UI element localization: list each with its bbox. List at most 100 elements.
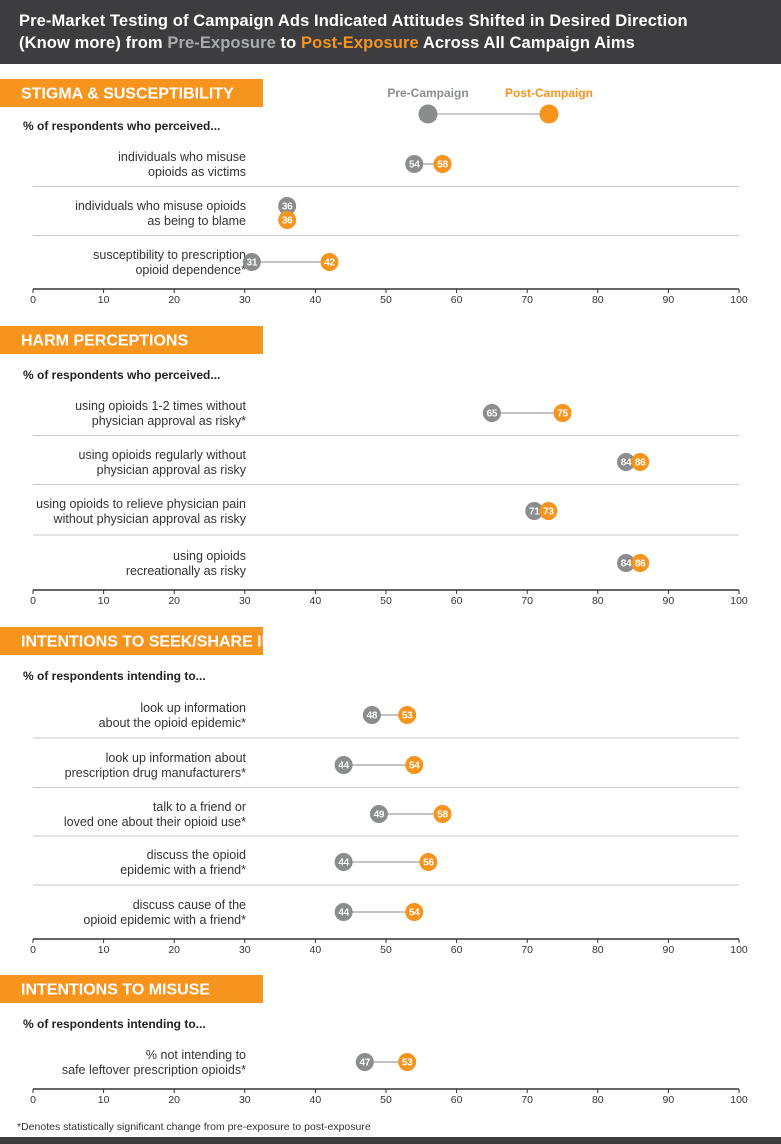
x-tick-label: 90 [663, 294, 675, 306]
post-value-label: 54 [409, 761, 420, 772]
row-label: physician approval as risky [97, 463, 247, 477]
x-tick-label: 90 [663, 595, 675, 607]
x-tick-label: 80 [592, 595, 604, 607]
post-value-label: 53 [402, 711, 413, 722]
post-dot [631, 554, 650, 572]
row-label: using opioids regularly without [79, 448, 247, 462]
x-tick-label: 10 [98, 294, 110, 306]
section-banner [0, 326, 263, 354]
post-dot [320, 253, 339, 271]
post-value-label: 75 [557, 409, 568, 420]
row-label: prescription drug manufacturers* [65, 766, 246, 780]
pre-dot [334, 756, 353, 774]
chart-header: Pre-Market Testing of Campaign Ads Indic… [0, 0, 781, 64]
pre-value-label: 84 [621, 559, 632, 570]
row-label: physician approval as risky* [92, 414, 246, 428]
row-label: epidemic with a friend* [120, 863, 246, 877]
section-banner [0, 79, 263, 107]
title-part-c: Across All Campaign Aims [418, 34, 635, 52]
pre-value-label: 44 [338, 761, 349, 772]
x-tick-label: 70 [521, 595, 533, 607]
row-label: opioid dependence* [135, 263, 246, 277]
legend-pre-label: Pre-Campaign [387, 86, 468, 100]
footnote: *Denotes statistically significant chang… [17, 1121, 371, 1133]
x-tick-label: 100 [730, 595, 748, 607]
post-dot [433, 155, 452, 173]
x-tick-label: 40 [310, 595, 322, 607]
x-tick-label: 20 [168, 944, 180, 956]
x-tick-label: 50 [380, 1094, 392, 1106]
row-label: using opioids [173, 549, 246, 563]
x-tick-label: 70 [521, 944, 533, 956]
pre-dot [334, 903, 353, 921]
x-tick-label: 30 [239, 944, 251, 956]
x-tick-label: 90 [663, 944, 675, 956]
post-value-label: 42 [324, 258, 335, 269]
row-label: discuss the opioid [147, 848, 246, 862]
row-label: opioids as victims [148, 165, 246, 179]
post-value-label: 58 [437, 160, 448, 171]
pre-value-label: 84 [621, 458, 632, 469]
section-subtitle: % of respondents intending to... [23, 1017, 206, 1031]
pre-value-label: 31 [247, 258, 258, 269]
legend-pre-dot [418, 104, 438, 124]
title-post-word: Post-Exposure [301, 34, 419, 52]
title-part-a: (Know more) from [19, 34, 168, 52]
row-label: look up information about [106, 751, 247, 765]
row-label: % not intending to [146, 1048, 246, 1062]
x-tick-label: 30 [239, 294, 251, 306]
x-tick-label: 60 [451, 595, 463, 607]
section-banner [0, 975, 263, 1003]
x-tick-label: 10 [98, 1094, 110, 1106]
post-value-label: 86 [635, 559, 646, 570]
section-banner [0, 627, 263, 655]
x-tick-label: 30 [239, 1094, 251, 1106]
pre-dot [334, 853, 353, 871]
pre-value-label: 44 [338, 908, 349, 919]
x-tick-label: 50 [380, 595, 392, 607]
row-label: look up information [140, 701, 246, 715]
x-tick-label: 100 [730, 1094, 748, 1106]
post-value-label: 36 [282, 216, 293, 227]
post-value-label: 53 [402, 1058, 413, 1069]
row-label: safe leftover prescription opioids* [62, 1063, 246, 1077]
x-tick-label: 0 [30, 1094, 36, 1106]
row-label: using opioids to relieve physician pain [36, 497, 246, 511]
post-dot [553, 404, 572, 422]
row-label: individuals who misuse [118, 150, 246, 164]
x-tick-label: 0 [30, 595, 36, 607]
x-tick-label: 10 [98, 944, 110, 956]
section-title: INTENTIONS TO MISUSE [21, 982, 210, 999]
chart-title-line-1: Pre-Market Testing of Campaign Ads Indic… [19, 12, 688, 30]
x-tick-label: 60 [451, 944, 463, 956]
row-label: individuals who misuse opioids [75, 199, 246, 213]
post-value-label: 73 [543, 507, 554, 518]
x-tick-label: 10 [98, 595, 110, 607]
pre-dot [525, 502, 544, 520]
row-label: as being to blame [147, 214, 246, 228]
x-tick-label: 20 [168, 294, 180, 306]
post-dot [419, 853, 438, 871]
x-tick-label: 30 [239, 595, 251, 607]
title-part-b: to [275, 34, 302, 52]
section-subtitle: % of respondents who perceived... [23, 368, 220, 382]
pre-dot [242, 253, 261, 271]
post-dot [398, 1053, 417, 1071]
post-dot [405, 903, 424, 921]
post-value-label: 58 [437, 810, 448, 821]
x-tick-label: 60 [451, 294, 463, 306]
pre-dot [617, 453, 636, 471]
x-tick-label: 100 [730, 294, 748, 306]
bottom-bar [0, 1137, 781, 1144]
post-dot [398, 706, 417, 724]
x-tick-label: 0 [30, 294, 36, 306]
pre-dot [617, 554, 636, 572]
x-tick-label: 40 [310, 1094, 322, 1106]
x-tick-label: 100 [730, 944, 748, 956]
x-tick-label: 90 [663, 1094, 675, 1106]
pre-dot [405, 155, 424, 173]
pre-dot [278, 197, 297, 215]
post-value-label: 56 [423, 858, 434, 869]
row-label: using opioids 1-2 times without [75, 399, 246, 413]
legend-post-dot [539, 104, 559, 124]
